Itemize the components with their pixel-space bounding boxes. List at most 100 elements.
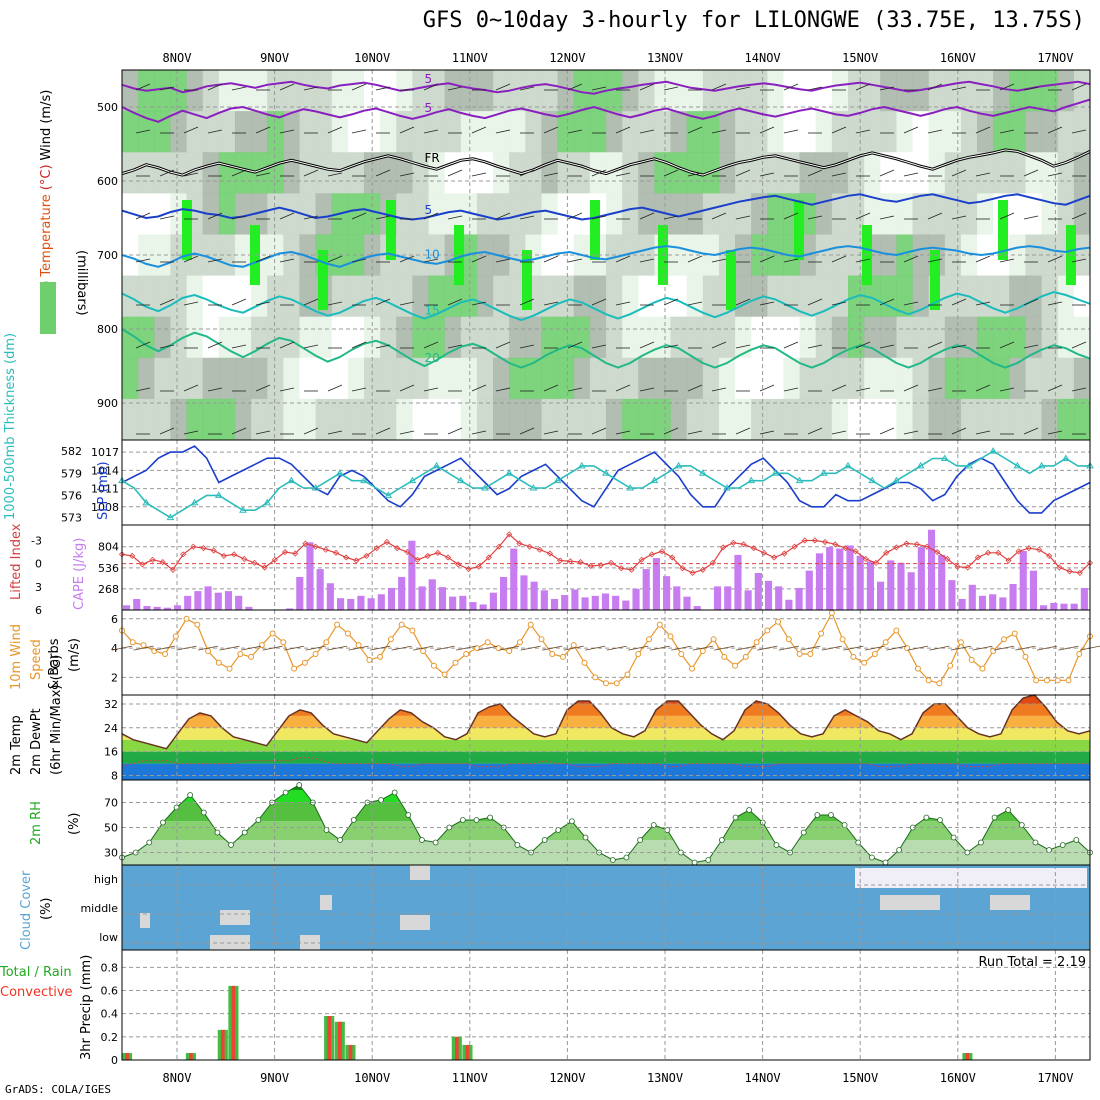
rh-cell	[299, 316, 317, 359]
rh-cell	[154, 398, 171, 441]
rh-cell	[815, 357, 833, 400]
wind-barb	[519, 427, 535, 435]
wind-speed-marker	[893, 627, 900, 634]
rh-cell	[460, 152, 478, 194]
li-marker	[699, 566, 706, 573]
li-marker	[730, 539, 737, 546]
rh-cell	[509, 316, 526, 359]
wind-barb	[663, 169, 679, 177]
wind-barb-10m	[456, 645, 477, 651]
rh-cell	[622, 152, 639, 194]
rh-cell	[638, 234, 655, 277]
cloud-gap	[220, 910, 250, 925]
rh-axis-title: 2m RH	[29, 801, 44, 845]
rh-cell	[1041, 398, 1059, 441]
rh-cell	[622, 357, 639, 400]
rh-cell	[735, 275, 752, 318]
cape-bar	[754, 573, 762, 610]
rh-cell	[848, 70, 865, 112]
rh-cell	[154, 70, 171, 112]
rh-cell	[428, 234, 446, 277]
wind-barb-10m	[563, 645, 584, 651]
rh-cell	[622, 398, 639, 441]
rh-cell	[122, 275, 139, 318]
cape-bar	[846, 545, 854, 610]
wind-barb	[471, 172, 487, 177]
rh-cell	[767, 70, 784, 112]
rh-cell	[896, 234, 914, 277]
rh-cell	[960, 70, 978, 112]
precip-convective-bar	[465, 1044, 470, 1060]
rh-cell	[928, 357, 946, 400]
rh-cell	[234, 275, 252, 318]
date-label-bottom: 16NOV	[940, 1071, 976, 1085]
cape-bar	[143, 606, 151, 610]
rh-cell	[412, 398, 430, 441]
wind-barb	[423, 387, 439, 392]
rh-cell	[702, 111, 720, 153]
wind-barb-10m	[671, 645, 692, 651]
rh-cell	[864, 152, 881, 194]
rh-cell	[960, 398, 978, 441]
rh-cell	[654, 275, 672, 318]
rh-cell	[283, 316, 300, 359]
li-marker	[995, 549, 1002, 556]
rh-cell	[460, 398, 478, 441]
rh-marker	[705, 857, 712, 863]
rh-cell	[864, 275, 881, 318]
rh-marker	[419, 837, 425, 843]
rh-cell	[864, 357, 881, 400]
thickness-marker	[142, 498, 151, 506]
wind-barb-10m	[219, 645, 240, 651]
rh-cell	[751, 111, 768, 153]
rh-cell	[364, 152, 381, 194]
temp-band	[122, 695, 1090, 704]
wind-barb	[135, 341, 151, 349]
rh-cell	[944, 316, 962, 359]
rh-cell	[783, 111, 801, 153]
rh-cell	[767, 111, 784, 153]
rh-cell	[283, 70, 300, 112]
rh-cell	[880, 275, 897, 318]
series-line-1	[121, 450, 1090, 519]
rh-cell	[218, 193, 236, 235]
rh-cell	[493, 398, 510, 441]
thickness-marker	[795, 476, 804, 484]
wind-speed-marker	[656, 621, 663, 628]
rh-cell	[476, 357, 494, 400]
rh-cell	[218, 70, 236, 112]
wind-barb	[1023, 86, 1039, 91]
rh-cell	[944, 111, 962, 153]
li-marker	[353, 557, 360, 564]
rh-cell	[799, 111, 817, 153]
wind-barb	[807, 86, 823, 91]
li-marker	[129, 552, 136, 559]
li-marker	[1015, 548, 1022, 555]
pressure-tick-label: 900	[97, 397, 118, 410]
cape-bar	[958, 598, 966, 610]
wind-barb	[687, 172, 703, 177]
rh-band	[122, 802, 1090, 822]
rh-cell	[267, 316, 284, 359]
rh-cell	[218, 398, 236, 441]
li-marker	[608, 559, 615, 566]
rh-cell	[767, 193, 784, 235]
rh-cell	[880, 111, 897, 153]
wind-speed-marker	[753, 639, 760, 646]
wind-speed-marker	[592, 674, 599, 681]
rh-cell	[218, 111, 236, 153]
wind-speed-marker	[925, 677, 932, 684]
wind-barb	[543, 126, 559, 134]
thickness-marker	[263, 498, 272, 506]
wind-tick-label: 4	[111, 642, 118, 655]
rh-cell	[380, 357, 397, 400]
rh-cell	[138, 111, 155, 153]
rh-cell	[718, 111, 736, 153]
wind-barb	[255, 126, 271, 134]
rh-cell	[735, 111, 752, 153]
li-marker	[251, 559, 258, 566]
cape-bar	[815, 553, 824, 610]
rh-cell	[573, 398, 591, 441]
rh-cell	[557, 70, 575, 112]
rh-tick-label: 50	[104, 822, 118, 835]
